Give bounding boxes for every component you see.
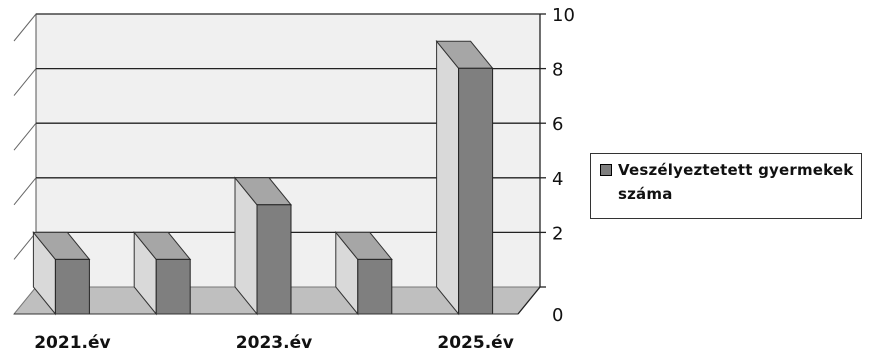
gridline-side <box>13 13 37 42</box>
y-axis: 0 2 4 6 8 10 <box>517 5 575 326</box>
bar-front <box>458 67 494 315</box>
y-tick-label: 10 <box>552 5 575 26</box>
bar-2022.év <box>133 230 192 316</box>
gridline-side <box>13 177 37 206</box>
y-tick-label: 2 <box>552 223 563 244</box>
y-axis-base <box>517 286 541 315</box>
bar-2024.év <box>334 230 393 316</box>
legend-swatch <box>600 164 612 176</box>
y-tick-label: 8 <box>552 60 563 81</box>
legend-label: Veszélyeztetett gyermekek száma <box>618 161 854 203</box>
bar-front <box>155 258 191 315</box>
bar-front <box>256 204 292 315</box>
x-tick-label: 2023.év <box>236 333 312 353</box>
bars <box>32 39 494 316</box>
gridline-side <box>13 232 37 260</box>
gridline-side <box>13 68 37 96</box>
y-tick-label: 6 <box>552 114 563 135</box>
bar-2023.év <box>233 176 293 316</box>
bar-2025.év <box>435 39 494 316</box>
bar-front <box>357 258 393 315</box>
legend: Veszélyeztetett gyermekek száma <box>590 153 862 219</box>
bar-2021.év <box>32 230 91 316</box>
y-tick-label: 4 <box>552 169 563 190</box>
x-axis: 2021.év 2023.év 2025.év <box>14 313 518 353</box>
bar-front <box>54 258 90 315</box>
y-tick-label: 0 <box>552 305 563 326</box>
x-tick-label: 2025.év <box>437 333 513 353</box>
bar-side <box>436 39 460 316</box>
gridline-side <box>13 122 37 151</box>
x-tick-label: 2021.év <box>34 333 110 353</box>
